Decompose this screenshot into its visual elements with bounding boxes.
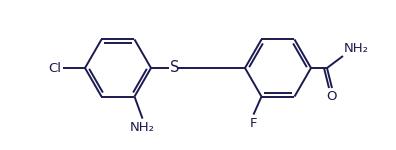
- Text: NH₂: NH₂: [130, 121, 155, 134]
- Text: NH₂: NH₂: [344, 42, 369, 55]
- Text: S: S: [170, 60, 179, 75]
- Text: F: F: [250, 117, 257, 130]
- Text: O: O: [327, 90, 337, 103]
- Text: Cl: Cl: [48, 61, 61, 75]
